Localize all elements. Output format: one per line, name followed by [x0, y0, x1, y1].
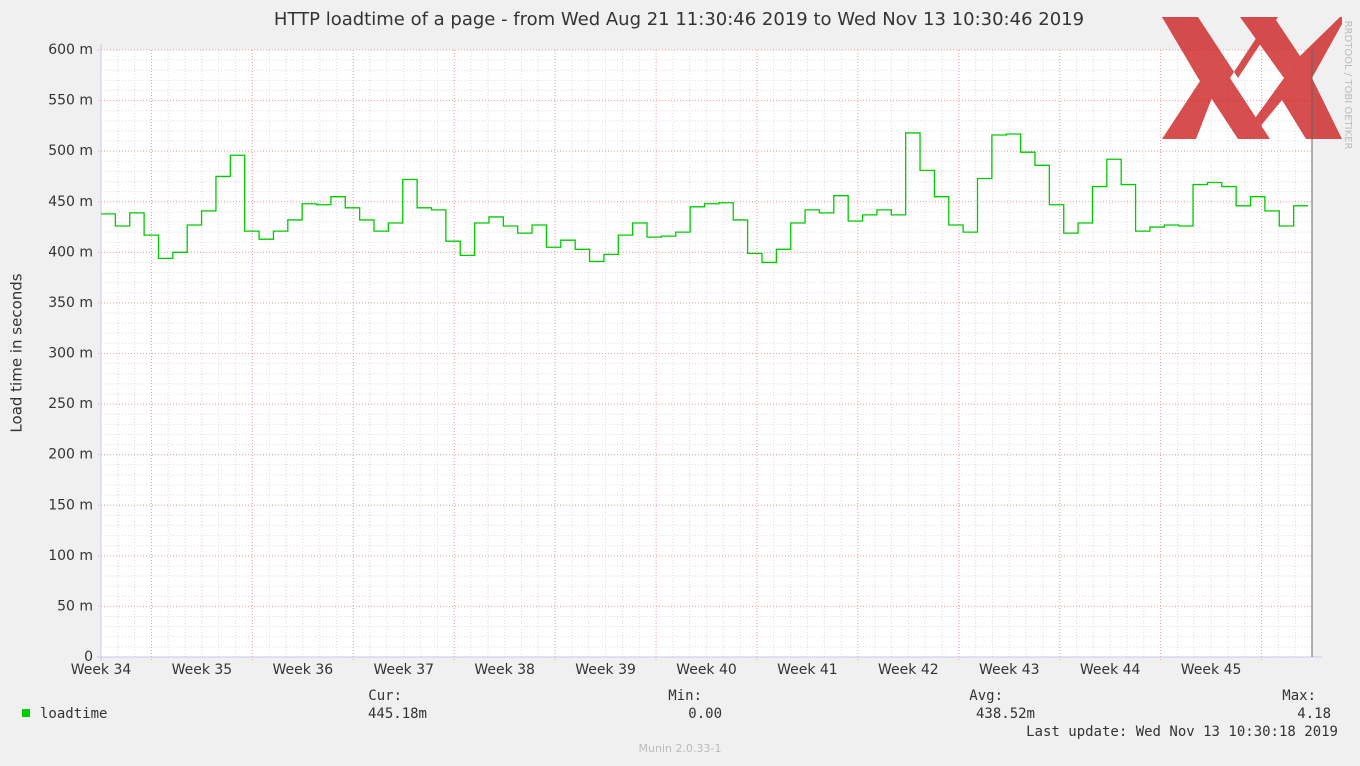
y-tick-label: 450 m: [48, 194, 93, 210]
stat-header: Avg:: [969, 688, 1003, 704]
grid: [98, 49, 1313, 661]
x-tick-label: Week 43: [979, 662, 1040, 678]
stat-header: Cur:: [368, 688, 402, 704]
x-tick-label: Week 44: [1080, 662, 1141, 678]
footer: Munin 2.0.33-1: [639, 742, 722, 755]
last-update: Last update: Wed Nov 13 10:30:18 2019: [1026, 724, 1338, 740]
y-axis-label: Load time in seconds: [8, 273, 26, 432]
stat-value: 0.00: [688, 706, 722, 722]
data-line: [101, 132, 1308, 264]
y-tick-label: 0: [84, 649, 93, 665]
y-tick-label: 400 m: [48, 244, 93, 260]
stat-value: 438.52m: [976, 706, 1035, 722]
x-tick-label: Week 45: [1181, 662, 1242, 678]
y-tick-label: 550 m: [48, 93, 93, 109]
logo: [1162, 17, 1342, 139]
logo-x: [1162, 17, 1226, 139]
series-group: [101, 132, 1308, 264]
x-tick-label: Week 35: [172, 662, 233, 678]
y-tick-label: 350 m: [48, 295, 93, 311]
y-tick-label: 300 m: [48, 346, 93, 362]
y-tick-label: 500 m: [48, 143, 93, 159]
x-tick-label: Week 36: [273, 662, 334, 678]
stat-value: 4.18: [1297, 706, 1331, 722]
side-label: RRDTOOL / TOBI OETIKER: [1342, 21, 1353, 150]
y-tick-label: 250 m: [48, 396, 93, 412]
x-tick-label: Week 39: [575, 662, 636, 678]
y-tick-label: 150 m: [48, 497, 93, 513]
y-tick-label: 50 m: [57, 598, 93, 614]
y-tick-label: 600 m: [48, 42, 93, 58]
x-tick-label: Week 40: [676, 662, 737, 678]
y-tick-label: 200 m: [48, 447, 93, 463]
chart-title: HTTP loadtime of a page - from Wed Aug 2…: [274, 9, 1084, 30]
stat-value: 445.18m: [368, 706, 427, 722]
x-tick-label: Week 38: [474, 662, 535, 678]
stat-header: Min:: [668, 688, 702, 704]
x-tick-label: Week 37: [373, 662, 434, 678]
logo-x: [1240, 17, 1342, 139]
legend-swatch: [22, 709, 30, 717]
x-tick-label: Week 34: [71, 662, 132, 678]
y-tick-label: 100 m: [48, 548, 93, 564]
x-tick-label: Week 41: [777, 662, 838, 678]
stat-header: Max:: [1282, 688, 1316, 704]
legend-label: loadtime: [40, 706, 107, 722]
x-tick-label: Week 42: [878, 662, 939, 678]
